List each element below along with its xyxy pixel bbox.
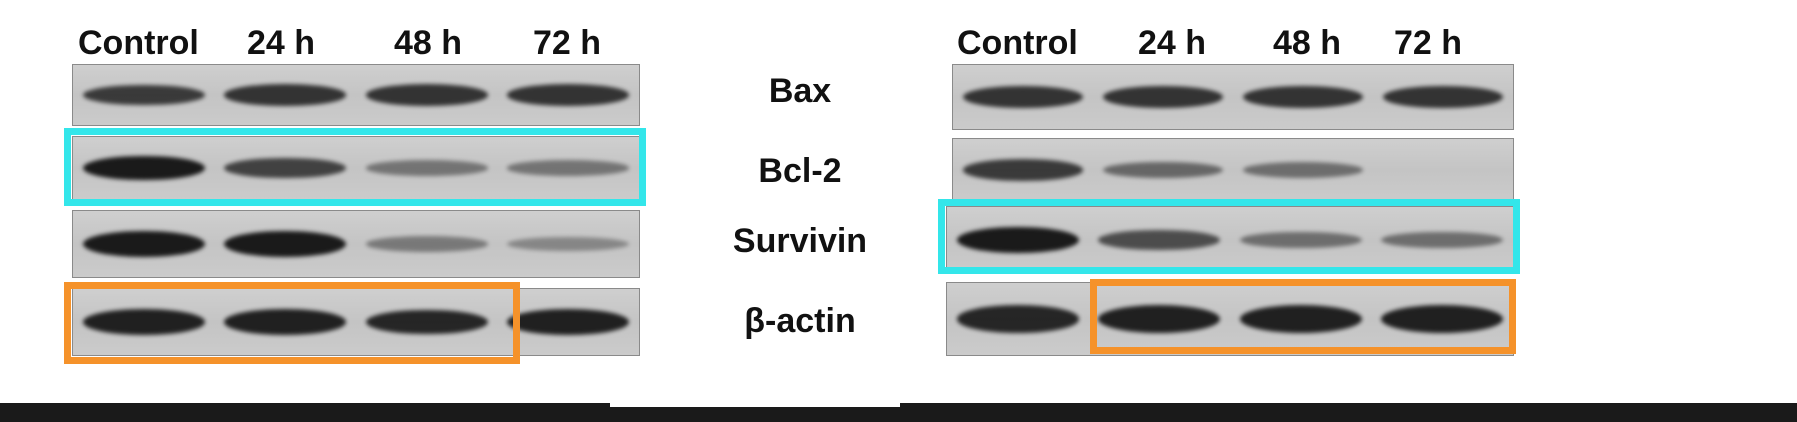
right-blot-survivin (946, 206, 1514, 274)
left-band-survivin-lane-2 (224, 230, 347, 258)
left-band-bax-lane-2 (224, 84, 347, 106)
left-band-bax-lane-1 (82, 84, 205, 106)
right-band-bcl-2-lane-3 (1242, 162, 1364, 178)
right-band-bcl-2-lane-1 (962, 159, 1084, 181)
right-band-survivin-lane-3 (1239, 231, 1362, 249)
right-band-survivin-lane-2 (1098, 229, 1221, 251)
right-band-beta-actin-lane-2 (1098, 304, 1221, 333)
left-band-bcl-2-lane-4 (507, 160, 630, 176)
left-band-survivin-lane-3 (365, 236, 488, 252)
left-blot-bax (72, 64, 640, 126)
left-lane-label-24h: 24 h (247, 24, 316, 62)
protein-label-beta-actin: β-actin (744, 302, 856, 340)
left-band-bcl-2-lane-1 (82, 155, 205, 181)
right-band-survivin-lane-4 (1381, 231, 1504, 249)
bottom-bar-gap (610, 403, 900, 407)
right-band-bax-lane-2 (1102, 85, 1224, 109)
left-band-bcl-2-lane-2 (224, 157, 347, 179)
left-band-survivin-lane-4 (507, 236, 630, 252)
left-band-beta-actin-lane-3 (365, 309, 488, 335)
highlight-box-right-beta-actin (1090, 279, 1516, 354)
right-band-bax-lane-4 (1382, 85, 1504, 109)
right-band-survivin-lane-1 (956, 226, 1079, 254)
protein-label-bcl2: Bcl-2 (758, 152, 842, 190)
left-band-survivin-lane-1 (82, 230, 205, 258)
right-band-beta-actin-lane-1 (956, 305, 1079, 333)
left-band-beta-actin-lane-4 (507, 309, 630, 335)
left-band-bcl-2-lane-3 (365, 160, 488, 176)
bottom-border-bar (0, 403, 1797, 422)
left-band-beta-actin-lane-1 (82, 309, 205, 335)
left-band-bax-lane-4 (507, 84, 630, 106)
right-blot-bcl2 (952, 138, 1514, 202)
left-blot-beta-actin (72, 288, 640, 356)
right-band-beta-actin-lane-4 (1381, 304, 1504, 333)
left-lane-label-72h: 72 h (533, 24, 602, 62)
highlight-box-left-bcl2 (64, 128, 646, 206)
right-band-beta-actin-lane-3 (1239, 304, 1362, 333)
highlight-box-left-beta-actin (64, 282, 520, 364)
highlight-box-right-survivin (938, 199, 1520, 274)
right-band-bcl-2-lane-2 (1102, 161, 1224, 179)
right-lane-label-24h: 24 h (1138, 24, 1207, 62)
protein-label-survivin: Survivin (732, 222, 868, 260)
left-band-bax-lane-3 (365, 84, 488, 106)
right-band-bax-lane-1 (962, 85, 1084, 109)
right-lane-label-48h: 48 h (1273, 24, 1342, 62)
right-band-bax-lane-3 (1242, 85, 1364, 109)
left-lane-label-48h: 48 h (394, 24, 463, 62)
left-lane-label-control: Control (78, 24, 199, 62)
right-lane-label-72h: 72 h (1394, 24, 1463, 62)
right-blot-beta-actin (946, 282, 1514, 356)
protein-label-bax: Bax (768, 72, 832, 110)
left-band-beta-actin-lane-2 (224, 309, 347, 335)
right-lane-label-control: Control (957, 24, 1078, 62)
right-blot-bax (952, 64, 1514, 130)
left-blot-survivin (72, 210, 640, 278)
left-blot-bcl2 (72, 136, 640, 200)
